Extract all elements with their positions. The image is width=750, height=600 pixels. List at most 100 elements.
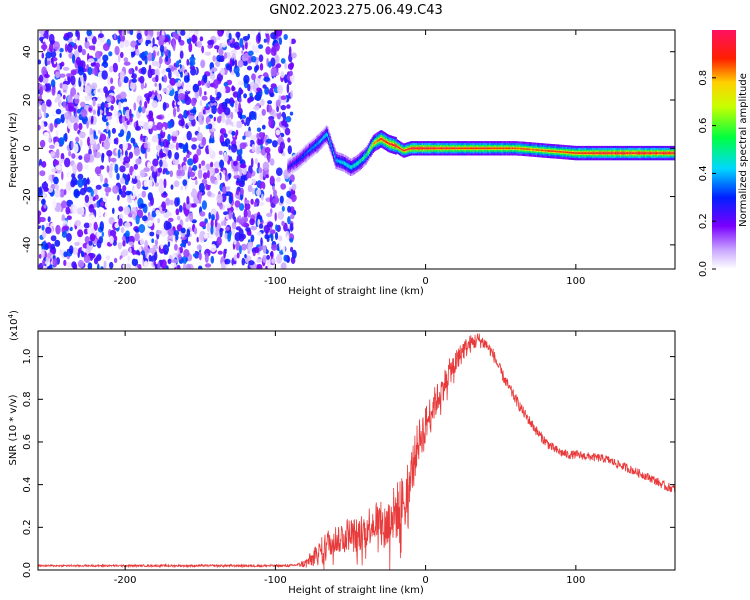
heatmap-cell (119, 91, 127, 100)
heatmap-cell (155, 209, 160, 215)
heatmap-cell (270, 232, 274, 242)
heatmap-cell (226, 64, 232, 71)
heatmap-cell (282, 244, 286, 254)
heatmap-cell (203, 73, 208, 84)
heatmap-cell (154, 82, 157, 87)
heatmap-cell (46, 265, 53, 269)
heatmap-cell (224, 259, 228, 265)
heatmap-cell (153, 85, 156, 93)
heatmap-cell (284, 62, 287, 70)
heatmap-cell (133, 102, 137, 111)
heatmap-cell (231, 227, 236, 236)
heatmap-cell (191, 97, 197, 107)
heatmap-cell (244, 203, 251, 211)
heatmap-cell (101, 114, 109, 123)
heatmap-cell (444, 147, 446, 150)
heatmap-cell (72, 54, 76, 64)
heatmap-cell (146, 39, 152, 44)
heatmap-cell (414, 147, 416, 150)
heatmap-cell (269, 92, 275, 98)
heatmap-cell (600, 152, 602, 154)
heatmap-cell (60, 152, 65, 161)
heatmap-cell (233, 120, 237, 127)
heatmap-cell (38, 124, 41, 131)
heatmap-cell (135, 214, 140, 225)
heatmap-cell (558, 150, 560, 153)
heatmap-cell (659, 152, 661, 154)
heatmap-cell (408, 148, 410, 150)
spectrogram-y-ticks: -40 -20 0 20 40 (22, 45, 675, 253)
heatmap-cell (655, 152, 658, 154)
heatmap-cell (62, 66, 70, 71)
heatmap-cell (315, 144, 317, 147)
heatmap-cell (250, 225, 257, 231)
heatmap-cell (369, 149, 371, 151)
heatmap-cell (61, 231, 68, 238)
heatmap-cell (490, 147, 492, 150)
heatmap-cell (218, 48, 224, 56)
heatmap-cell (535, 149, 538, 151)
heatmap-cell (157, 93, 161, 100)
heatmap-cell (130, 137, 135, 144)
heatmap-cell (224, 86, 231, 94)
heatmap-cell (610, 152, 612, 154)
heatmap-cell (307, 150, 310, 153)
heatmap-cell (333, 152, 335, 155)
heatmap-cell (605, 152, 607, 154)
heatmap-cell (221, 261, 226, 269)
heatmap-cell (559, 151, 562, 153)
heatmap-cell (489, 147, 491, 150)
heatmap-cell (186, 58, 190, 66)
heatmap-cell (101, 231, 105, 237)
heatmap-cell (125, 230, 130, 237)
heatmap-cell (673, 152, 675, 154)
heatmap-cell (236, 51, 242, 56)
heatmap-cell (565, 151, 568, 154)
heatmap-cell (450, 147, 452, 150)
heatmap-cell (595, 152, 598, 154)
heatmap-cell (161, 201, 167, 212)
heatmap-cell (635, 152, 637, 154)
heatmap-cell (97, 97, 103, 104)
heatmap-cell (521, 147, 523, 150)
heatmap-cell (183, 156, 188, 163)
heatmap-cell (220, 55, 225, 62)
heatmap-cell (234, 59, 238, 69)
heatmap-cell (247, 184, 253, 193)
heatmap-cell (477, 147, 479, 150)
heatmap-cell (124, 180, 129, 186)
x-tick-label: -200 (114, 276, 137, 287)
heatmap-cell (249, 218, 255, 226)
heatmap-cell (151, 100, 159, 109)
heatmap-cell (212, 55, 216, 62)
heatmap-cell (323, 136, 325, 139)
heatmap-cell (258, 54, 264, 63)
heatmap-cell (103, 140, 110, 150)
heatmap-cell (50, 57, 54, 65)
heatmap-cell (180, 242, 187, 248)
heatmap-cell (219, 86, 226, 94)
heatmap-cell (142, 215, 148, 222)
heatmap-cell (618, 152, 620, 154)
heatmap-cell (267, 264, 272, 269)
heatmap-cell (191, 137, 198, 142)
heatmap-cell (128, 47, 136, 52)
heatmap-cell (66, 262, 73, 268)
heatmap-cell (236, 252, 240, 259)
heatmap-cell (456, 147, 458, 150)
heatmap-cell (169, 170, 173, 178)
heatmap-cell (127, 193, 133, 204)
heatmap-cell (177, 163, 181, 170)
heatmap-cell (93, 203, 98, 208)
heatmap-cell (174, 243, 178, 251)
heatmap-cell (130, 40, 138, 48)
heatmap-cell (523, 148, 526, 150)
heatmap-cell (621, 152, 623, 154)
heatmap-cell (375, 141, 377, 144)
heatmap-cell (131, 258, 139, 267)
heatmap-cell (427, 147, 430, 150)
heatmap-cell (159, 55, 163, 65)
heatmap-cells (38, 30, 675, 269)
heatmap-cell (289, 222, 294, 232)
heatmap-cell (135, 66, 138, 71)
